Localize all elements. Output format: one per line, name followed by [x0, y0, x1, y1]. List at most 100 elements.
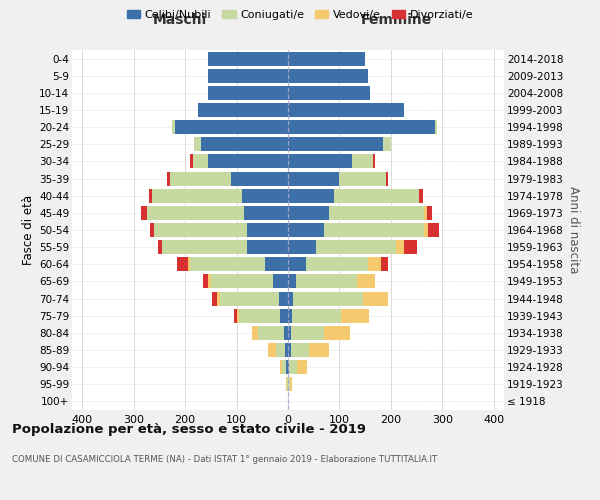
Bar [362, 292, 388, 306]
Bar [167, 172, 170, 185]
Bar [286, 378, 287, 392]
Bar [297, 360, 307, 374]
Bar [200, 138, 288, 151]
Bar [427, 206, 432, 220]
Bar [324, 223, 424, 237]
Text: Popolazione per età, sesso e stato civile - 2019: Popolazione per età, sesso e stato civil… [12, 422, 366, 436]
Bar [386, 172, 388, 185]
Bar [288, 206, 329, 220]
Bar [316, 240, 396, 254]
Bar [194, 138, 200, 151]
Bar [306, 258, 368, 272]
Bar [290, 378, 292, 392]
Bar [368, 258, 380, 272]
Bar [396, 240, 404, 254]
Bar [288, 68, 368, 82]
Bar [211, 274, 272, 288]
Bar [404, 240, 416, 254]
Bar [288, 292, 293, 306]
Bar [288, 172, 340, 185]
Bar [293, 292, 362, 306]
Bar [217, 292, 220, 306]
Bar [208, 68, 288, 82]
Bar [220, 292, 279, 306]
Bar [150, 223, 154, 237]
Bar [358, 274, 376, 288]
Bar [286, 343, 288, 357]
Bar [190, 154, 193, 168]
Legend: Celibi/Nubili, Coniugati/e, Vedovi/e, Divorziati/e: Celibi/Nubili, Coniugati/e, Vedovi/e, Di… [122, 6, 478, 25]
Bar [175, 120, 288, 134]
Bar [288, 240, 316, 254]
Bar [292, 308, 341, 322]
Bar [272, 274, 288, 288]
Bar [424, 206, 427, 220]
Bar [288, 138, 383, 151]
Bar [208, 154, 288, 168]
Bar [341, 308, 369, 322]
Bar [234, 308, 236, 322]
Bar [162, 240, 247, 254]
Bar [149, 188, 152, 202]
Text: Femmine: Femmine [361, 14, 431, 28]
Bar [352, 154, 373, 168]
Bar [287, 378, 288, 392]
Bar [146, 206, 244, 220]
Bar [288, 326, 290, 340]
Bar [258, 326, 284, 340]
Bar [190, 258, 265, 272]
Bar [340, 172, 386, 185]
Y-axis label: Anni di nascita: Anni di nascita [567, 186, 580, 274]
Bar [373, 154, 376, 168]
Bar [198, 103, 288, 117]
Bar [236, 308, 239, 322]
Bar [308, 343, 329, 357]
Bar [288, 343, 290, 357]
Bar [208, 86, 288, 100]
Bar [247, 240, 288, 254]
Bar [142, 206, 146, 220]
Bar [288, 86, 370, 100]
Bar [232, 172, 288, 185]
Bar [288, 274, 296, 288]
Bar [288, 52, 365, 66]
Bar [290, 343, 308, 357]
Bar [290, 326, 324, 340]
Bar [152, 188, 242, 202]
Bar [383, 138, 391, 151]
Bar [288, 120, 434, 134]
Bar [288, 258, 306, 272]
Bar [286, 360, 288, 374]
Bar [208, 52, 288, 66]
Bar [280, 360, 283, 374]
Bar [252, 326, 258, 340]
Bar [380, 258, 388, 272]
Bar [284, 326, 288, 340]
Bar [268, 343, 276, 357]
Bar [172, 120, 175, 134]
Bar [288, 308, 292, 322]
Bar [296, 274, 358, 288]
Bar [419, 188, 423, 202]
Bar [239, 308, 280, 322]
Bar [242, 188, 288, 202]
Bar [170, 172, 232, 185]
Bar [276, 343, 286, 357]
Bar [158, 240, 162, 254]
Bar [280, 308, 288, 322]
Bar [424, 223, 428, 237]
Y-axis label: Fasce di età: Fasce di età [22, 195, 35, 265]
Bar [203, 274, 208, 288]
Bar [283, 360, 286, 374]
Bar [178, 258, 188, 272]
Bar [324, 326, 350, 340]
Bar [212, 292, 217, 306]
Bar [244, 206, 288, 220]
Bar [434, 120, 437, 134]
Bar [188, 258, 190, 272]
Bar [288, 154, 352, 168]
Bar [289, 360, 297, 374]
Bar [288, 103, 404, 117]
Bar [208, 274, 211, 288]
Bar [154, 223, 247, 237]
